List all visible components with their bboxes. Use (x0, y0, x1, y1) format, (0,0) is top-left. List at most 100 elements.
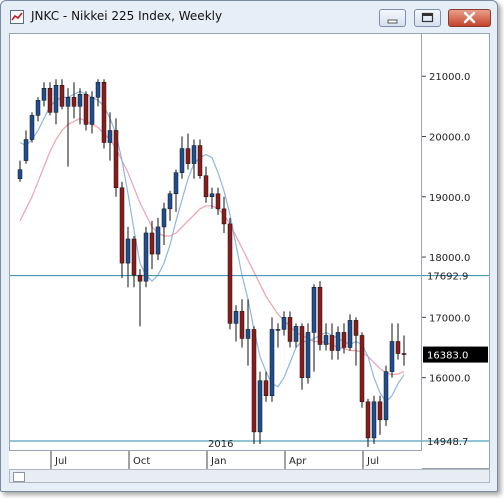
candle-body (335, 332, 341, 351)
minimize-icon (387, 19, 398, 24)
candle-body (41, 88, 47, 101)
candle-body (383, 371, 389, 421)
candle-body (389, 341, 395, 372)
candle-body (299, 326, 305, 378)
candle-body (197, 145, 203, 176)
date-axis-labels: Jul Oct Jan Apr Jul (50, 451, 379, 469)
price-line-label-2: 14948.7 (427, 437, 468, 448)
price-axis[interactable]: 17692.9 14948.7 21000.0 20000.0 19000.0 18000… (422, 33, 490, 469)
date-axis[interactable]: Jul Oct Jan Apr Jul (9, 450, 422, 469)
app-icon (10, 10, 24, 24)
window-title: JNKC - Nikkei 225 Index, Weekly (31, 9, 223, 23)
candle-body (365, 401, 371, 439)
candle-body (221, 208, 227, 225)
candle-body (47, 88, 53, 113)
candle-body (101, 81, 107, 143)
candle-body (395, 341, 401, 354)
candle-body (95, 81, 101, 98)
candle-body (347, 320, 353, 348)
candle-body (263, 380, 269, 396)
ma-slow-line (19, 117, 405, 376)
candle-body (359, 335, 365, 403)
candle-body (161, 208, 167, 228)
candle-body (71, 97, 77, 107)
candle-body (83, 94, 89, 125)
candle-body (215, 193, 221, 210)
horizontal-scrollbar[interactable] (9, 469, 490, 483)
candle-body (143, 232, 149, 282)
candle-body (35, 100, 41, 116)
candle-body (209, 193, 215, 198)
candle-body (137, 274, 143, 282)
last-price-label: 16383.0 (427, 351, 468, 362)
date-tick-label: Jul (54, 456, 67, 467)
candle-body (29, 115, 35, 140)
title-bar[interactable]: JNKC - Nikkei 225 Index, Weekly (1, 1, 497, 31)
price-tick-label: 21000.0 (429, 72, 470, 83)
candle-body (173, 172, 179, 195)
price-line-label-1: 17692.9 (427, 272, 468, 283)
candle-body (245, 329, 251, 339)
candle-body (113, 130, 119, 188)
date-tick-label: Oct (133, 456, 150, 467)
candle-body (377, 401, 383, 421)
candle-body (131, 238, 137, 276)
candle-body (107, 130, 113, 143)
candle-body (149, 232, 155, 255)
close-button[interactable] (448, 9, 491, 27)
candle-body (191, 145, 197, 164)
candle-body (275, 329, 281, 331)
candle-body (167, 193, 173, 210)
candle-body (329, 335, 335, 351)
year-label: 2016 (208, 439, 233, 450)
chart-plot-area[interactable]: 2016 (9, 33, 422, 469)
candle-body (77, 94, 83, 107)
candle-body (59, 84, 65, 107)
maximize-icon (421, 12, 434, 23)
candle-body (89, 97, 95, 125)
candle-body (239, 311, 245, 339)
candlestick-chart[interactable]: 2016 (10, 34, 421, 450)
price-tick-label: 19000.0 (429, 193, 470, 204)
candle-body (287, 317, 293, 342)
candle-body (311, 286, 317, 333)
candle-body (341, 332, 347, 348)
price-tick-label: 20000.0 (429, 132, 470, 143)
candle-body (323, 335, 329, 345)
chart-window: JNKC - Nikkei 225 Index, Weekly 2016 176… (0, 0, 498, 492)
candle-body (119, 187, 125, 264)
date-tick-label: Jul (366, 456, 379, 467)
candle-body (305, 332, 311, 378)
candle-body (203, 175, 209, 198)
price-axis-labels: 17692.9 14948.7 21000.0 20000.0 19000.0 18000… (422, 72, 489, 448)
candle-body (65, 97, 71, 107)
candle-body (53, 84, 59, 113)
candle-body (155, 226, 161, 255)
date-tick-label: Jan (210, 456, 226, 467)
scrollbar-thumb[interactable] (13, 472, 25, 482)
candle-body (17, 169, 23, 179)
candle-body (353, 320, 359, 336)
maximize-button[interactable] (414, 9, 441, 27)
candle-body (257, 380, 263, 433)
candle-body (185, 148, 191, 164)
ma-fast-line (19, 90, 405, 403)
price-tick-label: 18000.0 (429, 253, 470, 264)
candle-body (179, 148, 185, 173)
candle-body (125, 238, 131, 264)
close-icon (463, 11, 476, 24)
candle-body (23, 139, 29, 161)
candle-body (227, 223, 233, 324)
candle-body (401, 353, 407, 355)
price-tick-label: 16000.0 (429, 374, 470, 385)
date-tick-label: Apr (289, 456, 307, 467)
candle-body (233, 311, 239, 324)
last-price-badge (423, 346, 488, 363)
candle-body (251, 329, 257, 433)
candle-body (293, 326, 299, 342)
candle-body (269, 329, 275, 396)
price-tick-label: 17000.0 (429, 313, 470, 324)
candle-body (371, 401, 377, 439)
candle-body (281, 317, 287, 330)
minimize-button[interactable] (379, 9, 406, 27)
